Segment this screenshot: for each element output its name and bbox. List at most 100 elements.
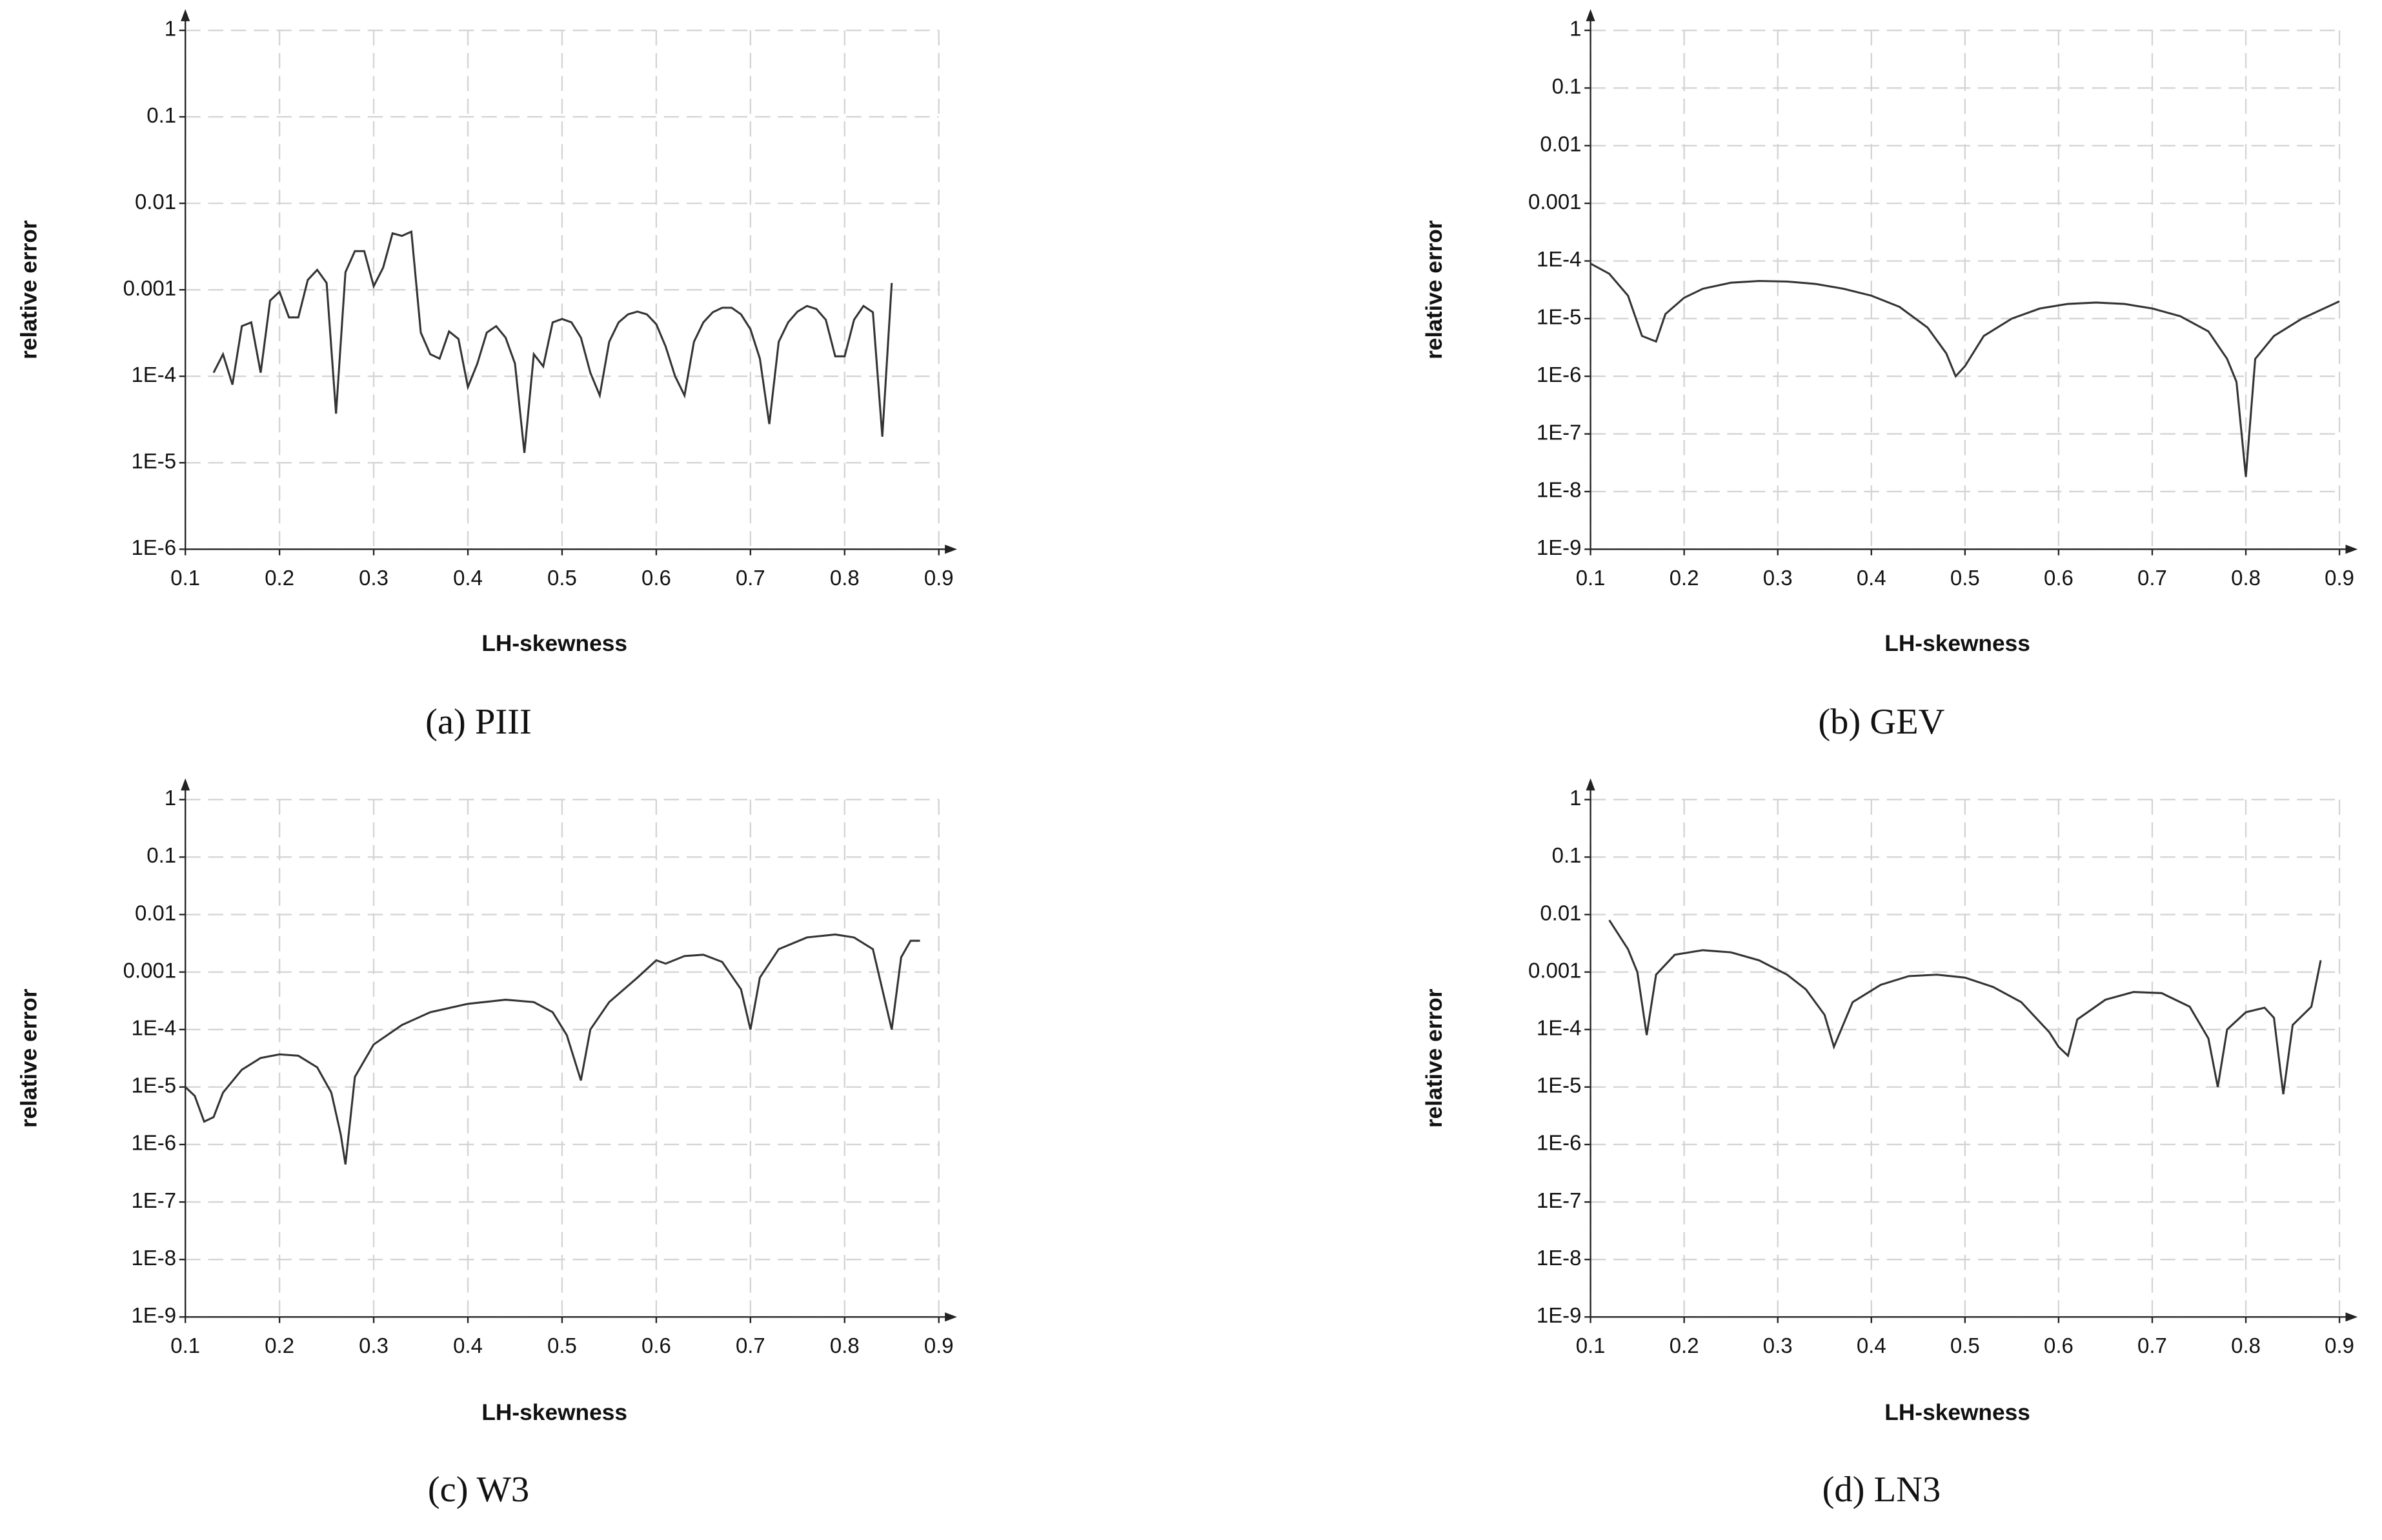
y-tick-label: 1E-7 [1537,1188,1582,1212]
x-tick-label: 0.4 [453,566,483,590]
caption: (c) W3 [428,1470,529,1510]
data-line [1590,263,2340,477]
caption: (a) PIII [425,702,532,742]
x-tick-label: 0.7 [2137,1334,2167,1357]
x-axis-arrow [945,545,957,554]
x-tick-label: 0.3 [1763,566,1793,590]
x-tick-label: 0.3 [359,1334,389,1357]
y-axis-arrow [181,778,190,791]
y-tick-label: 1E-5 [1537,305,1582,329]
x-tick-label: 0.4 [453,1334,483,1357]
y-tick-label: 1E-9 [1537,1303,1582,1327]
y-tick-label: 1E-6 [1537,1131,1582,1155]
x-tick-label: 0.5 [1950,1334,1980,1357]
x-tick-label: 0.1 [170,1334,200,1357]
x-tick-label: 0.7 [736,1334,765,1357]
x-tick-label: 0.2 [265,1334,294,1357]
y-tick-label: 0.01 [1540,132,1581,155]
y-axis-arrow [181,9,190,21]
x-tick-label: 0.4 [1857,1334,1886,1357]
x-tick-label: 0.2 [265,566,294,590]
x-tick-label: 0.6 [2044,1334,2074,1357]
y-tick-label: 1E-7 [131,1188,176,1212]
x-tick-label: 0.9 [2325,566,2354,590]
y-tick-label: 0.001 [123,276,176,300]
caption: (d) LN3 [1822,1470,1941,1510]
y-tick-label: 1E-8 [1537,1246,1582,1270]
y-tick-label: 1 [1569,786,1581,810]
x-tick-label: 0.1 [1576,566,1606,590]
y-tick-label: 1 [1569,17,1581,41]
x-tick-label: 0.9 [924,566,954,590]
y-tick-label: 0.1 [146,843,176,867]
x-tick-label: 0.8 [2231,566,2261,590]
x-tick-label: 0.2 [1670,1334,1699,1357]
y-tick-label: 1E-4 [131,363,176,386]
y-tick-label: 0.01 [135,901,176,925]
y-tick-label: 0.001 [1528,190,1581,214]
y-tick-label: 0.1 [146,103,176,127]
x-axis-title: LH-skewness [481,1400,627,1425]
x-tick-label: 0.5 [547,1334,577,1357]
y-tick-label: 1E-8 [131,1246,176,1270]
chart-panel: 1E-9 1E-8 1E-7 1E-6 1E-5 1E-4 0.001 0.01 0.1 1 0.1… [1422,778,2358,1510]
y-tick-label: 1E-6 [131,535,176,559]
y-tick-label: 1E-6 [1537,363,1582,386]
chart-panel: 1E-9 1E-8 1E-7 1E-6 1E-5 1E-4 0.001 0.01 0.1 1 0.1… [1422,9,2358,742]
y-tick-label: 1E-5 [131,1074,176,1097]
y-axis-arrow [1586,778,1595,791]
y-axis-arrow [1586,9,1595,21]
y-axis-title: relative error [16,988,41,1128]
y-axis-title: relative error [1422,988,1447,1128]
y-tick-label: 1E-4 [131,1015,176,1039]
x-tick-label: 0.3 [359,566,389,590]
x-tick-label: 0.3 [1763,1334,1793,1357]
y-tick-label: 0.001 [123,958,176,982]
x-axis-arrow [945,1312,957,1322]
x-tick-label: 0.7 [736,566,765,590]
y-tick-label: 1E-5 [131,449,176,473]
data-line [212,230,893,454]
y-axis-title: relative error [16,220,41,359]
y-tick-label: 0.01 [135,190,176,214]
x-axis-arrow [2345,1312,2358,1322]
y-tick-label: 1 [165,786,176,810]
x-tick-label: 0.6 [641,1334,671,1357]
chart-panel: 1E-9 1E-8 1E-7 1E-6 1E-5 1E-4 0.001 0.01 0.1 1 0.1… [16,778,957,1510]
x-axis-title: LH-skewness [1884,631,2030,656]
x-tick-label: 0.1 [1576,1334,1606,1357]
caption: (b) GEV [1818,702,1944,742]
y-tick-label: 0.1 [1552,843,1582,867]
x-tick-label: 0.9 [924,1334,954,1357]
x-tick-label: 0.6 [2044,566,2074,590]
x-tick-label: 0.8 [830,1334,860,1357]
x-tick-label: 0.5 [1950,566,1980,590]
y-tick-label: 1E-6 [131,1131,176,1155]
x-tick-label: 0.2 [1670,566,1699,590]
x-tick-label: 0.9 [2325,1334,2354,1357]
y-tick-label: 0.001 [1528,958,1581,982]
y-tick-label: 1E-8 [1537,478,1582,502]
y-tick-label: 0.01 [1540,901,1581,925]
y-tick-label: 1E-4 [1537,1015,1582,1039]
x-tick-label: 0.8 [2231,1334,2261,1357]
x-axis-arrow [2345,545,2358,554]
data-line [1608,919,2322,1095]
x-tick-label: 0.1 [170,566,200,590]
x-tick-label: 0.4 [1857,566,1886,590]
x-tick-label: 0.5 [547,566,577,590]
y-tick-label: 1E-7 [1537,420,1582,444]
x-axis-title: LH-skewness [481,631,627,656]
y-tick-label: 1E-9 [1537,535,1582,559]
y-axis-title: relative error [1422,220,1447,359]
x-tick-label: 0.6 [641,566,671,590]
x-tick-label: 0.7 [2137,566,2167,590]
y-tick-label: 0.1 [1552,74,1582,98]
y-tick-label: 1E-9 [131,1303,176,1327]
data-line [185,933,920,1165]
x-axis-title: LH-skewness [1884,1400,2030,1425]
x-tick-label: 0.8 [830,566,860,590]
y-tick-label: 1E-5 [1537,1074,1582,1097]
